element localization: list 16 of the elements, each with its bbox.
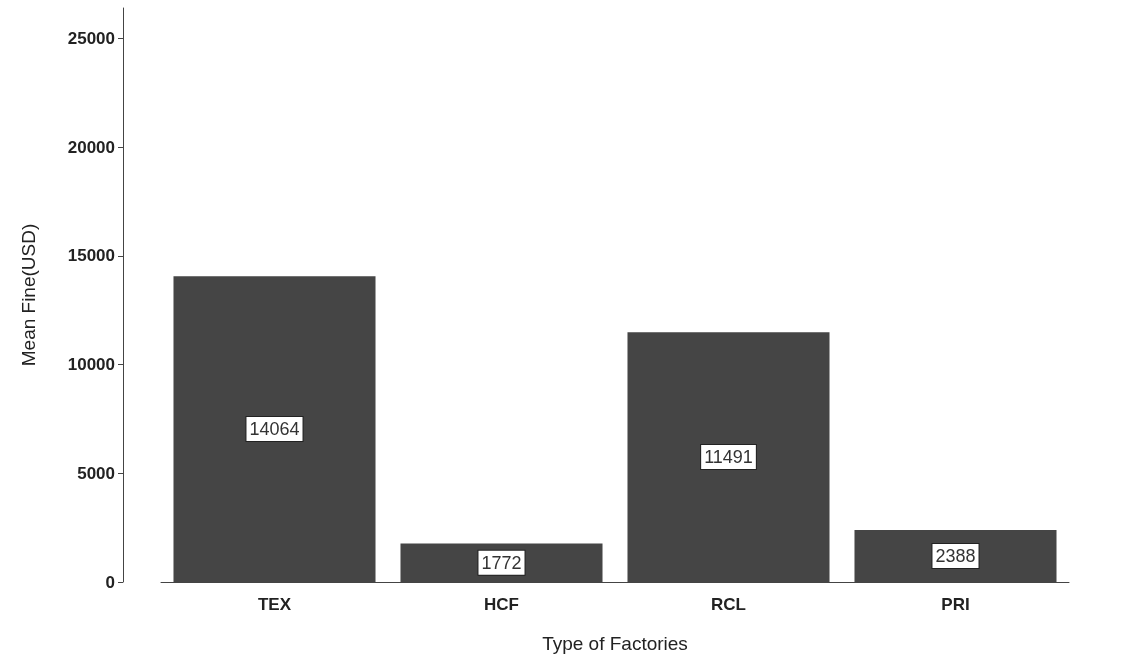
y-tick-label: 5000 (77, 463, 115, 483)
x-tick-label: TEX (257, 595, 292, 614)
y-tick-label: 20000 (67, 137, 115, 157)
data-label: 2388 (935, 546, 976, 567)
y-tick-label: 10000 (67, 355, 115, 375)
y-tick-label: 25000 (67, 28, 115, 48)
y-tick-label: 0 (105, 572, 115, 592)
x-tick-label: RCL (711, 595, 746, 614)
data-label: 11491 (704, 447, 753, 468)
y-axis-title: Mean Fine(USD) (18, 223, 39, 367)
data-label: 14064 (249, 419, 300, 440)
y-tick-label: 15000 (67, 246, 115, 266)
x-tick-label: HCF (484, 595, 519, 614)
data-label: 1772 (481, 552, 522, 573)
x-tick-label: PRI (941, 595, 970, 614)
x-axis-title: Type of Factories (542, 633, 688, 654)
